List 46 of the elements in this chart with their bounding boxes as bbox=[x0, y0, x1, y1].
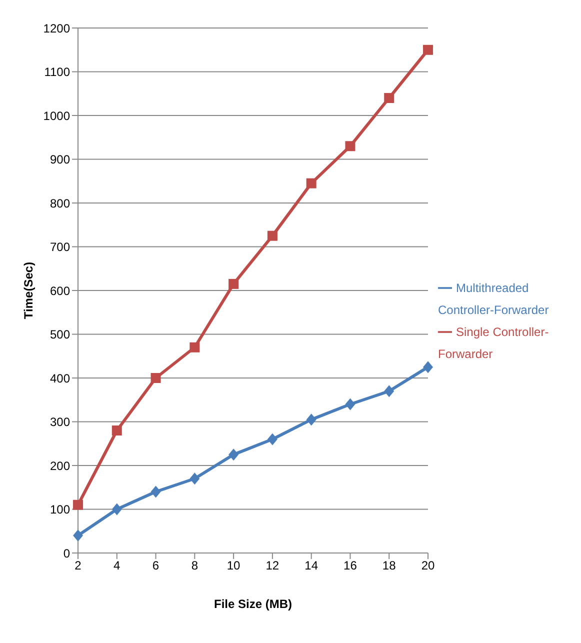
point bbox=[423, 44, 433, 55]
x-tick-label: 20 bbox=[421, 558, 435, 573]
x-tick-label: 2 bbox=[74, 558, 82, 573]
y-tick-label: 200 bbox=[50, 458, 70, 473]
point bbox=[384, 385, 394, 398]
point bbox=[423, 361, 433, 374]
x-tick-label: 12 bbox=[266, 558, 280, 573]
y-tick-label: 1000 bbox=[43, 108, 70, 123]
point bbox=[150, 373, 161, 383]
y-tick-label: 400 bbox=[50, 371, 70, 386]
point bbox=[150, 486, 161, 498]
x-tick-label: 10 bbox=[226, 558, 241, 573]
x-tick-label: 4 bbox=[114, 558, 121, 573]
x-tick-label: 18 bbox=[382, 558, 396, 573]
legend-label: Single Controller-Forwarder bbox=[438, 324, 549, 360]
y-tick-label: 600 bbox=[50, 284, 70, 298]
point bbox=[267, 230, 278, 241]
y-tick-label: 100 bbox=[50, 502, 70, 517]
x-tick-label: 16 bbox=[344, 558, 358, 573]
y-axis-title: Time(Sec) bbox=[21, 262, 36, 320]
y-tick-label: 1200 bbox=[43, 21, 70, 36]
point bbox=[384, 93, 394, 103]
y-tick-label: 0 bbox=[63, 546, 70, 560]
point bbox=[306, 178, 316, 188]
x-axis-title: File Size (MB) bbox=[214, 597, 292, 611]
point bbox=[345, 141, 356, 152]
y-tick-label: 800 bbox=[50, 196, 70, 210]
point bbox=[306, 414, 316, 426]
x-tick-label: 6 bbox=[152, 558, 160, 573]
point bbox=[190, 472, 200, 485]
point bbox=[112, 503, 122, 516]
point bbox=[228, 278, 239, 289]
point bbox=[345, 398, 356, 410]
y-tick-label: 500 bbox=[50, 328, 70, 342]
y-tick-label: 300 bbox=[50, 415, 70, 430]
point bbox=[267, 433, 278, 446]
x-tick-label: 14 bbox=[304, 558, 318, 573]
point bbox=[228, 448, 239, 461]
y-tick-label: 900 bbox=[50, 152, 70, 167]
point bbox=[190, 342, 200, 352]
point bbox=[112, 426, 122, 436]
legend-label: Multithreaded Controller-Forwarder bbox=[438, 280, 549, 316]
point bbox=[73, 530, 83, 542]
y-tick-label: 700 bbox=[50, 240, 70, 254]
x-tick-label: 8 bbox=[191, 558, 198, 573]
y-tick-label: 1100 bbox=[44, 65, 70, 80]
